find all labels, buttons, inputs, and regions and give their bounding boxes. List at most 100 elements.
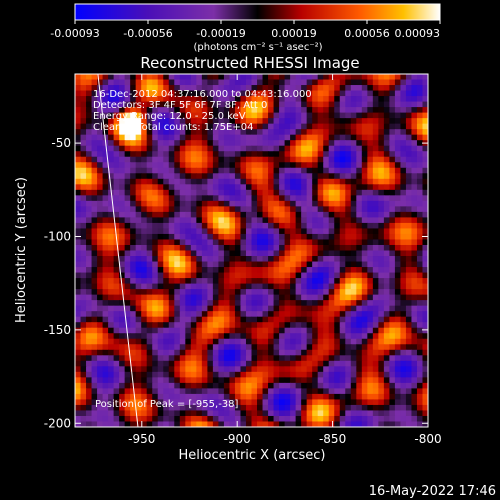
heatmap-cell bbox=[119, 107, 126, 114]
heatmap-cell bbox=[91, 96, 98, 103]
heatmap-cell bbox=[168, 388, 175, 395]
heatmap-cell bbox=[400, 145, 407, 152]
heatmap-cell bbox=[229, 195, 236, 202]
heatmap-cell bbox=[119, 272, 126, 279]
heatmap-cell bbox=[334, 261, 341, 268]
heatmap-cell bbox=[400, 239, 407, 246]
heatmap-cell bbox=[356, 289, 363, 296]
heatmap-cell bbox=[295, 300, 302, 307]
heatmap-cell bbox=[334, 388, 341, 395]
heatmap-cell bbox=[185, 162, 192, 169]
heatmap-cell bbox=[240, 311, 247, 318]
heatmap-cell bbox=[323, 267, 330, 274]
heatmap-cell bbox=[80, 189, 87, 196]
heatmap-cell bbox=[218, 399, 225, 406]
heatmap-cell bbox=[75, 123, 82, 130]
heatmap-cell bbox=[108, 393, 115, 401]
heatmap-cell bbox=[334, 178, 341, 185]
heatmap-cell bbox=[257, 151, 264, 158]
heatmap-cell bbox=[339, 222, 346, 230]
heatmap-cell bbox=[80, 410, 87, 417]
heatmap-cell bbox=[168, 101, 175, 108]
heatmap-cell bbox=[108, 344, 115, 351]
heatmap-cell bbox=[146, 360, 153, 367]
heatmap-cell bbox=[372, 305, 379, 312]
heatmap-cell bbox=[306, 388, 313, 395]
heatmap-cell bbox=[196, 327, 203, 334]
heatmap-cell bbox=[141, 79, 148, 86]
heatmap-cell bbox=[113, 267, 120, 274]
heatmap-cell bbox=[416, 421, 424, 427]
heatmap-cell bbox=[361, 338, 368, 345]
heatmap-cell bbox=[190, 129, 197, 136]
heatmap-cell bbox=[163, 300, 170, 307]
heatmap-cell bbox=[262, 338, 269, 345]
heatmap-cell bbox=[212, 211, 220, 219]
heatmap-cell bbox=[378, 107, 385, 114]
heatmap-cell bbox=[119, 399, 126, 406]
heatmap-cell bbox=[196, 344, 203, 351]
heatmap-cell bbox=[295, 333, 302, 340]
heatmap-cell bbox=[234, 129, 242, 136]
heatmap-cell bbox=[119, 360, 126, 367]
heatmap-cell bbox=[411, 217, 418, 224]
heatmap-cell bbox=[130, 388, 137, 395]
heatmap-cell bbox=[196, 211, 203, 219]
heatmap-cell bbox=[223, 151, 231, 158]
heatmap-cell bbox=[124, 90, 131, 97]
heatmap-cell bbox=[312, 85, 319, 92]
heatmap-cell bbox=[306, 178, 313, 185]
heatmap-cell bbox=[229, 123, 236, 130]
heatmap-cell bbox=[146, 200, 153, 207]
heatmap-cell bbox=[290, 206, 297, 213]
heatmap-cell bbox=[212, 112, 220, 119]
heatmap-cell bbox=[201, 211, 208, 219]
heatmap-cell bbox=[405, 393, 413, 401]
heatmap-cell bbox=[312, 415, 319, 423]
heatmap-cell bbox=[135, 156, 142, 163]
heatmap-cell bbox=[135, 261, 142, 268]
heatmap-cell bbox=[86, 107, 93, 114]
heatmap-cell bbox=[394, 256, 402, 263]
heatmap-cell bbox=[102, 333, 109, 340]
heatmap-cell bbox=[174, 278, 181, 285]
heatmap-cell bbox=[361, 239, 368, 246]
heatmap-cell bbox=[234, 256, 242, 263]
heatmap-cell bbox=[312, 107, 319, 114]
heatmap-cell bbox=[345, 366, 352, 373]
heatmap-cell bbox=[108, 118, 115, 125]
heatmap-cell bbox=[389, 96, 396, 103]
heatmap-cell bbox=[130, 85, 137, 92]
heatmap-cell bbox=[91, 410, 98, 417]
heatmap-cell bbox=[306, 272, 313, 279]
heatmap-cell bbox=[284, 134, 291, 141]
heatmap-cell bbox=[273, 300, 280, 307]
heatmap-cell bbox=[113, 129, 120, 136]
heatmap-cell bbox=[124, 349, 131, 356]
heatmap-cell bbox=[394, 289, 402, 296]
heatmap-cell bbox=[113, 217, 120, 224]
heatmap-cell bbox=[190, 79, 197, 86]
heatmap-cell bbox=[135, 90, 142, 97]
heatmap-cell bbox=[257, 156, 264, 163]
heatmap-cell bbox=[273, 145, 280, 152]
heatmap-cell bbox=[389, 327, 396, 334]
heatmap-cell bbox=[301, 189, 308, 196]
heatmap-cell bbox=[378, 404, 385, 412]
heatmap-cell bbox=[135, 184, 142, 191]
heatmap-cell bbox=[328, 289, 335, 296]
heatmap-cell bbox=[251, 134, 258, 141]
heatmap-cell bbox=[290, 145, 297, 152]
heatmap-cell bbox=[279, 195, 286, 202]
heatmap-cell bbox=[279, 311, 286, 318]
heatmap-cell bbox=[306, 118, 313, 125]
heatmap-cell bbox=[405, 305, 413, 312]
heatmap-cell bbox=[323, 211, 330, 219]
heatmap-cell bbox=[372, 338, 379, 345]
heatmap-cell bbox=[367, 322, 374, 329]
heatmap-cell bbox=[411, 382, 418, 389]
heatmap-cell bbox=[284, 112, 291, 119]
heatmap-cell bbox=[284, 399, 291, 406]
heatmap-cell bbox=[157, 311, 164, 318]
heatmap-cell bbox=[223, 140, 231, 147]
